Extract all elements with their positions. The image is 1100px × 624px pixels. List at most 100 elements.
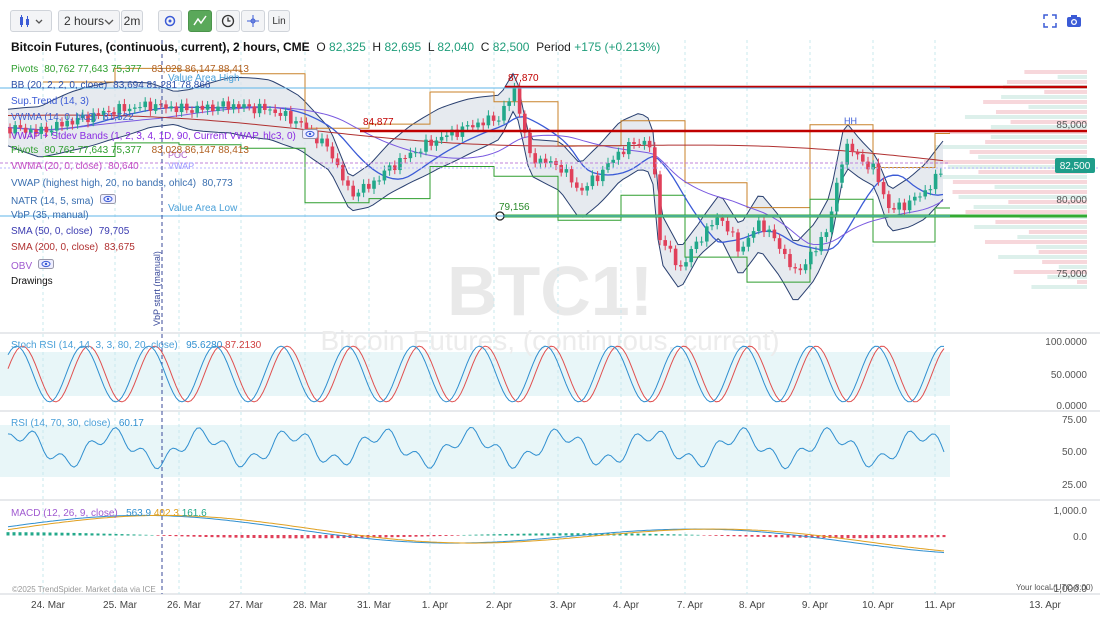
candle-body <box>637 144 641 146</box>
candle-body <box>408 152 413 159</box>
watermark-ticker: BTC1! <box>447 252 653 330</box>
crosshair-icon <box>247 15 259 27</box>
volume-profile-bar <box>978 155 1087 159</box>
candle-body <box>346 180 350 186</box>
candle-body <box>341 165 345 181</box>
replay-button[interactable] <box>216 10 240 32</box>
legend-row[interactable]: VWMA (14, 0, hlc3) 81,522 <box>11 112 134 123</box>
volume-profile-bar <box>973 205 1087 209</box>
macd-histogram-bar <box>234 535 238 538</box>
candle-body <box>138 107 142 109</box>
macd-histogram-bar <box>534 533 538 536</box>
legend-row[interactable]: SMA (50, 0, close) 79,705 <box>11 226 129 237</box>
macd-histogram-bar <box>378 535 382 538</box>
time-axis-label: 31. Mar <box>357 600 392 611</box>
candle-body <box>616 151 621 160</box>
legend-indicator-name: Drawings <box>11 276 53 287</box>
legend-indicator-extra: 83,028 86,147 88,413 <box>151 64 249 75</box>
macd-histogram-bar <box>504 533 508 536</box>
settings-button[interactable] <box>158 10 182 32</box>
visibility-eye-icon[interactable] <box>301 129 318 142</box>
snapshot-button[interactable] <box>1064 11 1084 31</box>
auto-analysis-button[interactable] <box>188 10 212 32</box>
interval-short-label: 2m <box>123 14 141 28</box>
macd-histogram-bar <box>318 535 322 539</box>
level-high-label: 87,870 <box>508 73 539 84</box>
volume-profile-bar <box>1042 260 1087 264</box>
macd-histogram-bar <box>270 535 274 539</box>
legend-row[interactable]: Pivots 80,762 77,643 75,377 83,028 86,147 … <box>11 64 249 75</box>
candle-body <box>892 208 896 210</box>
chart-type-dropdown[interactable] <box>10 10 52 32</box>
macd-histogram-bar <box>546 533 550 536</box>
interval-short-button[interactable]: 2m <box>121 10 143 32</box>
volume-profile-bar <box>1028 230 1087 234</box>
price-axis-75000: 75,000 <box>1056 269 1087 280</box>
candle-body <box>533 153 537 164</box>
legend-row[interactable]: VbP (35, manual) <box>11 210 89 221</box>
candle-body <box>159 104 163 106</box>
high-label: H <box>372 40 382 54</box>
time-axis-label: 3. Apr <box>550 600 577 611</box>
candle-body <box>762 220 766 233</box>
macd-histogram-bar <box>720 535 724 536</box>
macd-histogram-bar <box>36 532 40 536</box>
legend-row[interactable]: BB (20, 2, 2, 0, close) 83,694 81,281 78,… <box>11 80 211 91</box>
scale-button[interactable]: Lin <box>268 10 290 32</box>
macd-histogram-bar <box>138 534 142 536</box>
candle-body <box>575 182 579 188</box>
candle-body <box>216 106 220 112</box>
legend-row[interactable]: NATR (14, 5, sma) <box>11 194 116 207</box>
candle-body <box>179 103 184 113</box>
macd-histogram-bar <box>654 533 658 536</box>
volume-profile-bar <box>964 115 1087 119</box>
visibility-eye-icon[interactable] <box>99 194 116 207</box>
macd-histogram-bar <box>756 535 760 537</box>
fullscreen-button[interactable] <box>1040 11 1060 31</box>
candle-body <box>283 111 288 116</box>
macd-histogram-bar <box>714 535 718 536</box>
legend-row[interactable]: Drawings <box>11 276 53 287</box>
legend-row[interactable]: VWAP (highest high, 20, no bands, ohlc4)… <box>11 178 233 189</box>
price-axis-80000: 80,000 <box>1056 195 1087 206</box>
rsi-legend[interactable]: RSI (14, 70, 30, close) 60.17 <box>11 418 144 429</box>
macd-histogram-bar <box>888 535 892 539</box>
candle-body <box>772 229 777 239</box>
macd-histogram-bar <box>294 535 298 539</box>
pattern-icon <box>193 15 207 26</box>
candle-body <box>928 189 933 191</box>
candle-body <box>476 122 480 128</box>
legend-row[interactable]: OBV <box>11 259 55 272</box>
legend-row[interactable]: VWAP + Stdev Bands (1, 2, 3, 4, 1D, 90, … <box>11 129 318 142</box>
macd-histogram-bar <box>42 532 46 536</box>
legend-row[interactable]: Sup.Trend (14, 3) <box>11 96 89 107</box>
macd-histogram-bar <box>180 535 184 537</box>
volume-profile-bar <box>1001 95 1087 99</box>
crosshair-button[interactable] <box>241 10 265 32</box>
time-axis-label: 7. Apr <box>677 600 704 611</box>
candle-body <box>29 129 33 133</box>
macd-histogram-bar <box>690 534 694 536</box>
time-axis-label: 8. Apr <box>739 600 766 611</box>
legend-row[interactable]: SMA (200, 0, close) 83,675 <box>11 242 135 253</box>
macd-legend[interactable]: MACD (12, 26, 9, close) 563.9 402.3 161.… <box>11 508 207 519</box>
period-label: Period <box>536 40 571 54</box>
volume-profile-bar <box>990 125 1087 129</box>
candle-body <box>18 125 23 128</box>
candle-body <box>601 169 605 182</box>
volume-profile-bar <box>985 140 1087 144</box>
candle-body <box>356 192 361 197</box>
legend-indicator-name: VbP (35, manual) <box>11 210 89 221</box>
stoch-legend[interactable]: Stoch RSI (14, 14, 3, 3, 80, 20, close) … <box>11 340 261 351</box>
level-low-label: 79,156 <box>499 202 530 213</box>
volume-profile-bar <box>935 145 1087 149</box>
visibility-eye-icon[interactable] <box>38 259 55 272</box>
candle-body <box>497 120 501 122</box>
interval-dropdown[interactable]: 2 hours <box>58 10 120 32</box>
fullscreen-icon <box>1043 14 1057 28</box>
legend-row[interactable]: Pivots 80,762 77,643 75,377 83,028 86,147 … <box>11 145 249 156</box>
macd-histogram-bar <box>336 535 340 539</box>
macd-histogram-bar <box>312 535 316 539</box>
legend-row[interactable]: VWMA (20, 0, close) 80,640 <box>11 161 139 172</box>
